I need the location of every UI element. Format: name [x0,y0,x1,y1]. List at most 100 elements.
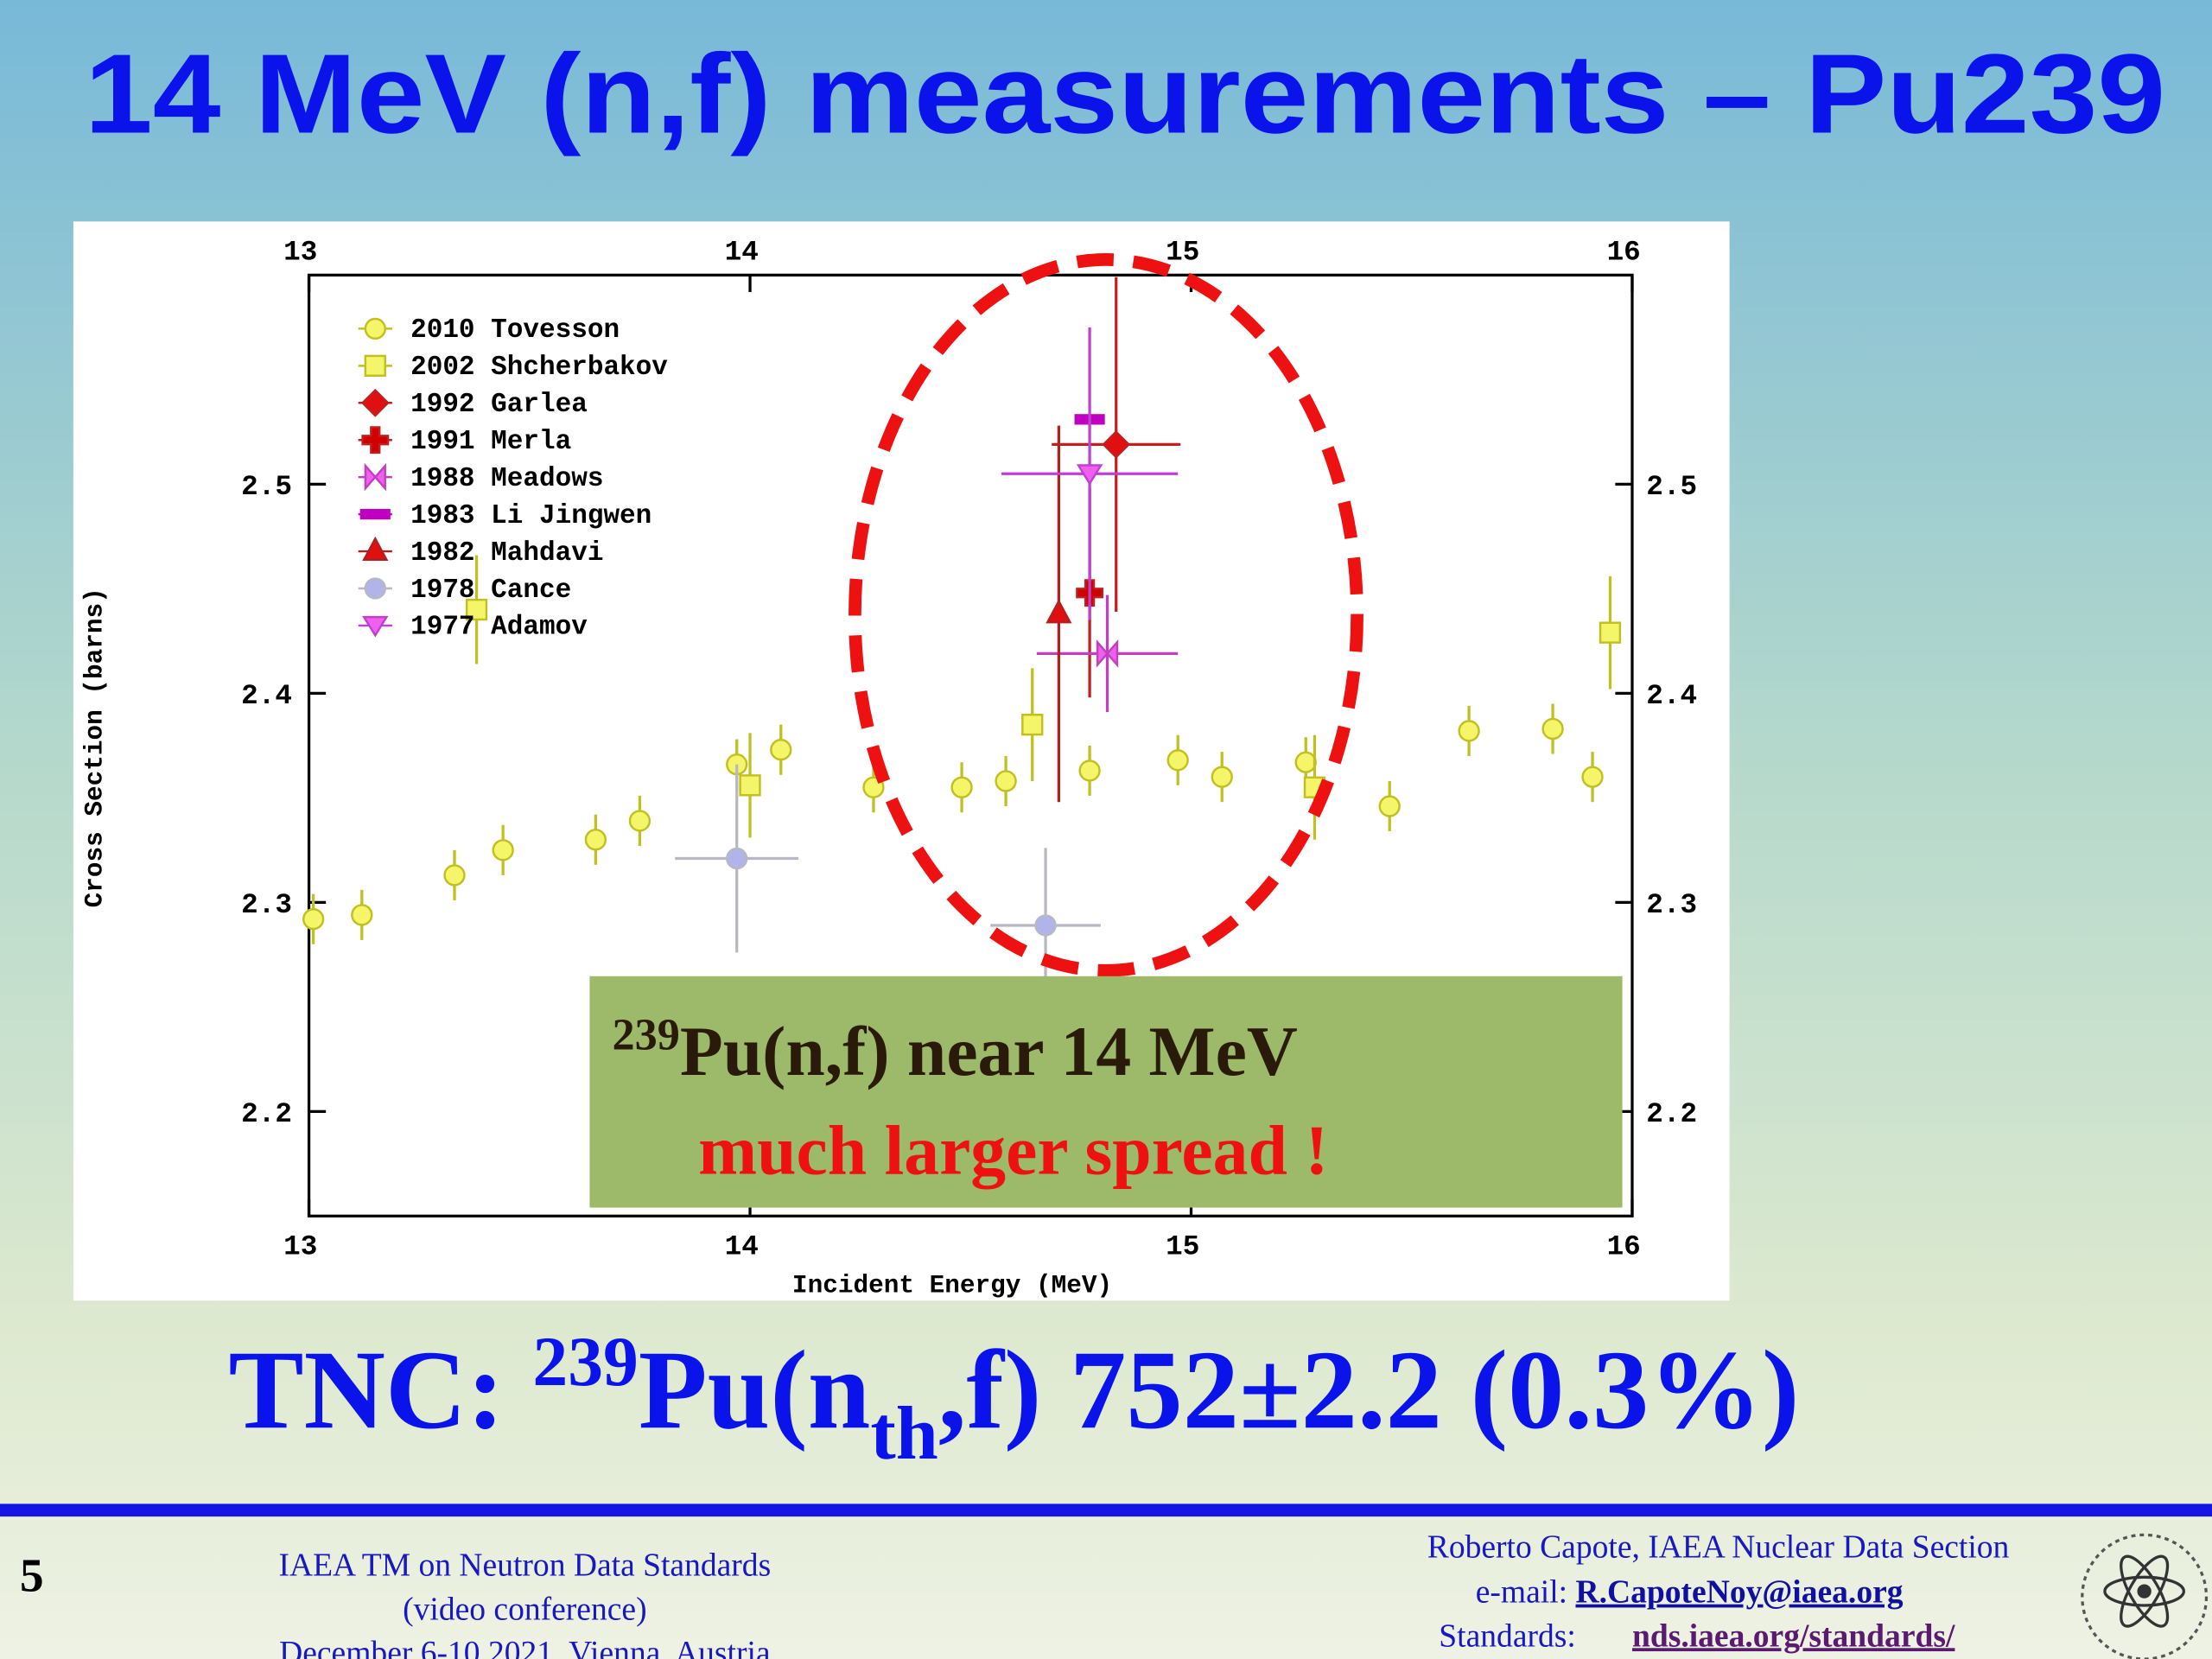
legend-marker [364,577,386,600]
x-tick-label-top: 14 [725,236,759,268]
data-point [1076,464,1103,486]
data-point [1458,720,1480,742]
legend-label: 1978 Cance [410,575,571,606]
slide-title: 14 MeV (n,f) measurements – Pu239 [85,30,2165,156]
data-point [1541,717,1564,741]
legend-label: 2002 Shcherbakov [410,353,668,383]
x-tick-label: 16 [1607,1230,1641,1262]
legend-marker [360,388,390,417]
data-point [995,770,1017,792]
x-tick-label: 14 [725,1230,759,1262]
legend-entry: 2010 Tovesson [358,315,620,346]
data-point [1166,749,1189,772]
legend-label: 2010 Tovesson [410,315,620,346]
legend-marker [362,615,389,638]
annotation-text: Pu(n,f) near 14 MeV [680,1012,1298,1090]
legend-label: 1992 Garlea [410,390,588,420]
legend-label: 1988 Meadows [410,464,603,494]
label: e-mail: [1476,1575,1576,1611]
data-point [302,908,325,931]
standards-link[interactable]: nds.iaea.org/standards/ [1632,1618,1955,1654]
legend-label: 1982 Mahdavi [410,538,603,569]
y-axis-label: Cross Section (barns) [81,588,110,907]
legend-entry: 1978 Cance [358,575,571,606]
y-tick-label-right: 2.2 [1646,1098,1697,1130]
email-link[interactable]: R.CapoteNoy@iaea.org [1575,1575,1903,1611]
footer-rule [0,1503,2212,1517]
y-tick-label: 2.4 [241,680,292,712]
data-point [465,598,488,621]
data-point [1599,621,1622,644]
tnc-line: TNC: 239Pu(nth,f) 752±2.2 (0.3%) [228,1322,1799,1476]
footer-event: (video conference) [403,1592,646,1627]
data-point [1096,639,1119,668]
y-tick-label-right: 2.3 [1646,889,1697,921]
data-point [492,839,514,861]
legend-entry: 1982 Mahdavi [358,536,603,569]
iaea-logo [2081,1533,2209,1659]
legend-entry: 1977 Adamov [358,613,588,643]
legend-entry: 2002 Shcherbakov [358,353,668,383]
data-point [1078,760,1101,782]
legend-entry: 1983 Li Jingwen [358,501,652,531]
legend-label: 1991 Merla [410,427,571,457]
x-tick-label-top: 15 [1166,236,1199,268]
data-point [726,847,748,870]
footer-event: IAEA TM on Neutron Data Standards [278,1548,771,1584]
legend-entry: 1992 Garlea [358,388,588,420]
tnc-text: Pu(n [639,1328,871,1452]
legend-marker [364,354,386,378]
data-point [1294,751,1317,773]
page-number: 5 [20,1550,44,1603]
tnc-text: ,f) 752±2.2 (0.3%) [938,1328,1800,1452]
data-point [950,776,973,798]
x-tick-label-top: 13 [283,236,317,268]
superscript: 239 [613,1010,680,1060]
legend-label: 1977 Adamov [410,613,588,643]
x-axis-label: Incident Energy (MeV) [792,1272,1112,1300]
legend-label: 1983 Li Jingwen [410,501,652,531]
data-point [770,739,792,761]
data-point [443,864,466,887]
subscript: th [870,1391,938,1476]
superscript: 239 [532,1322,638,1401]
legend-entry: 1991 Merla [358,426,571,457]
data-point [628,810,652,832]
legend-marker [362,536,389,562]
plot-frame [307,273,1634,1217]
annotation-line: 239Pu(n,f) near 14 MeV [613,1010,1298,1090]
y-tick-label: 2.3 [241,889,292,921]
chart: 13 13 14 14 15 15 16 16 2.2 2.2 2.3 2.3 2.4 2.4 2.5 2.5… [81,236,1698,1300]
annotation-box [589,976,1623,1208]
legend-marker [361,426,390,454]
legend-marker [359,508,391,520]
highlight-ellipse [849,253,1363,977]
footer-email: e-mail: R.CapoteNoy@iaea.org [1476,1575,1904,1611]
footer-standards: Standards: nds.iaea.org/standards/ [1439,1618,1955,1654]
footer-event: December 6-10 2021, Vienna, Austria [279,1636,771,1659]
data-point [1378,795,1401,817]
data-point [1046,599,1072,624]
x-tick-label: 13 [283,1230,317,1262]
y-tick-label-right: 2.5 [1646,471,1697,503]
y-tick-label-right: 2.4 [1646,680,1697,712]
data-point [1021,714,1044,736]
legend-marker [364,462,386,492]
x-tick-label: 15 [1166,1230,1199,1262]
data-point [584,829,607,851]
legend-marker [364,317,386,340]
label: Standards: [1439,1618,1576,1654]
annotation-highlight: much larger spread ! [698,1110,1328,1189]
data-point [739,774,761,797]
y-tick-label: 2.5 [241,471,292,503]
tnc-prefix: TNC: [228,1328,532,1452]
data-point [1034,914,1057,937]
data-point [351,904,373,926]
data-point [1581,766,1604,788]
data-point [1211,766,1233,788]
legend-entry: 1988 Meadows [358,462,603,494]
footer-author: Roberto Capote, IAEA Nuclear Data Sectio… [1427,1529,2010,1565]
x-tick-label-top: 16 [1607,236,1641,268]
